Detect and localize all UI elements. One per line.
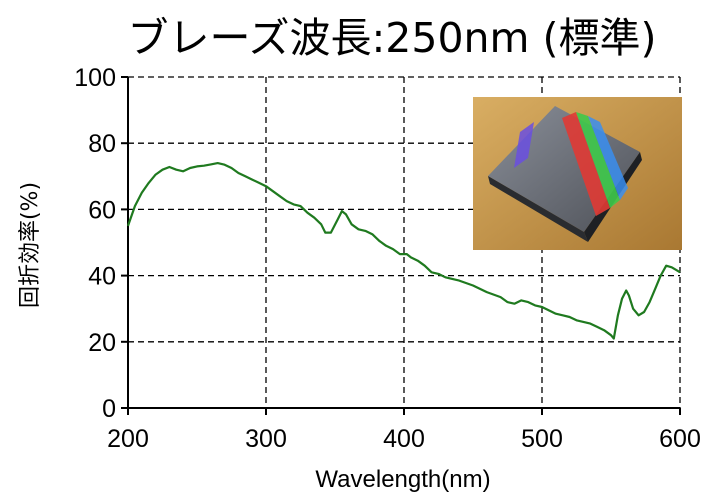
- x-tick-label: 300: [245, 425, 287, 453]
- y-tick-label: 0: [102, 395, 116, 423]
- x-axis-label: Wavelength(nm): [315, 466, 490, 493]
- y-tick-label: 80: [88, 130, 116, 158]
- x-tick-label: 400: [383, 425, 425, 453]
- tick-labels: 0 20 40 60 80 100 200 300 400 500 600: [74, 64, 701, 453]
- y-tick-label: 100: [74, 64, 116, 92]
- series-layer: [126, 162, 681, 340]
- y-axis-label: 回折効率(%): [18, 182, 43, 308]
- efficiency-line: [126, 162, 681, 340]
- x-tick-label: 200: [107, 425, 149, 453]
- y-tick-label: 60: [88, 196, 116, 224]
- y-tick-label: 40: [88, 263, 116, 291]
- axes: [121, 76, 681, 415]
- x-tick-label: 500: [521, 425, 563, 453]
- chart-title: ブレーズ波長:250nm (標準): [128, 14, 657, 62]
- y-tick-label: 20: [88, 329, 116, 357]
- grating-photo: [473, 97, 682, 250]
- x-tick-label: 600: [659, 425, 701, 453]
